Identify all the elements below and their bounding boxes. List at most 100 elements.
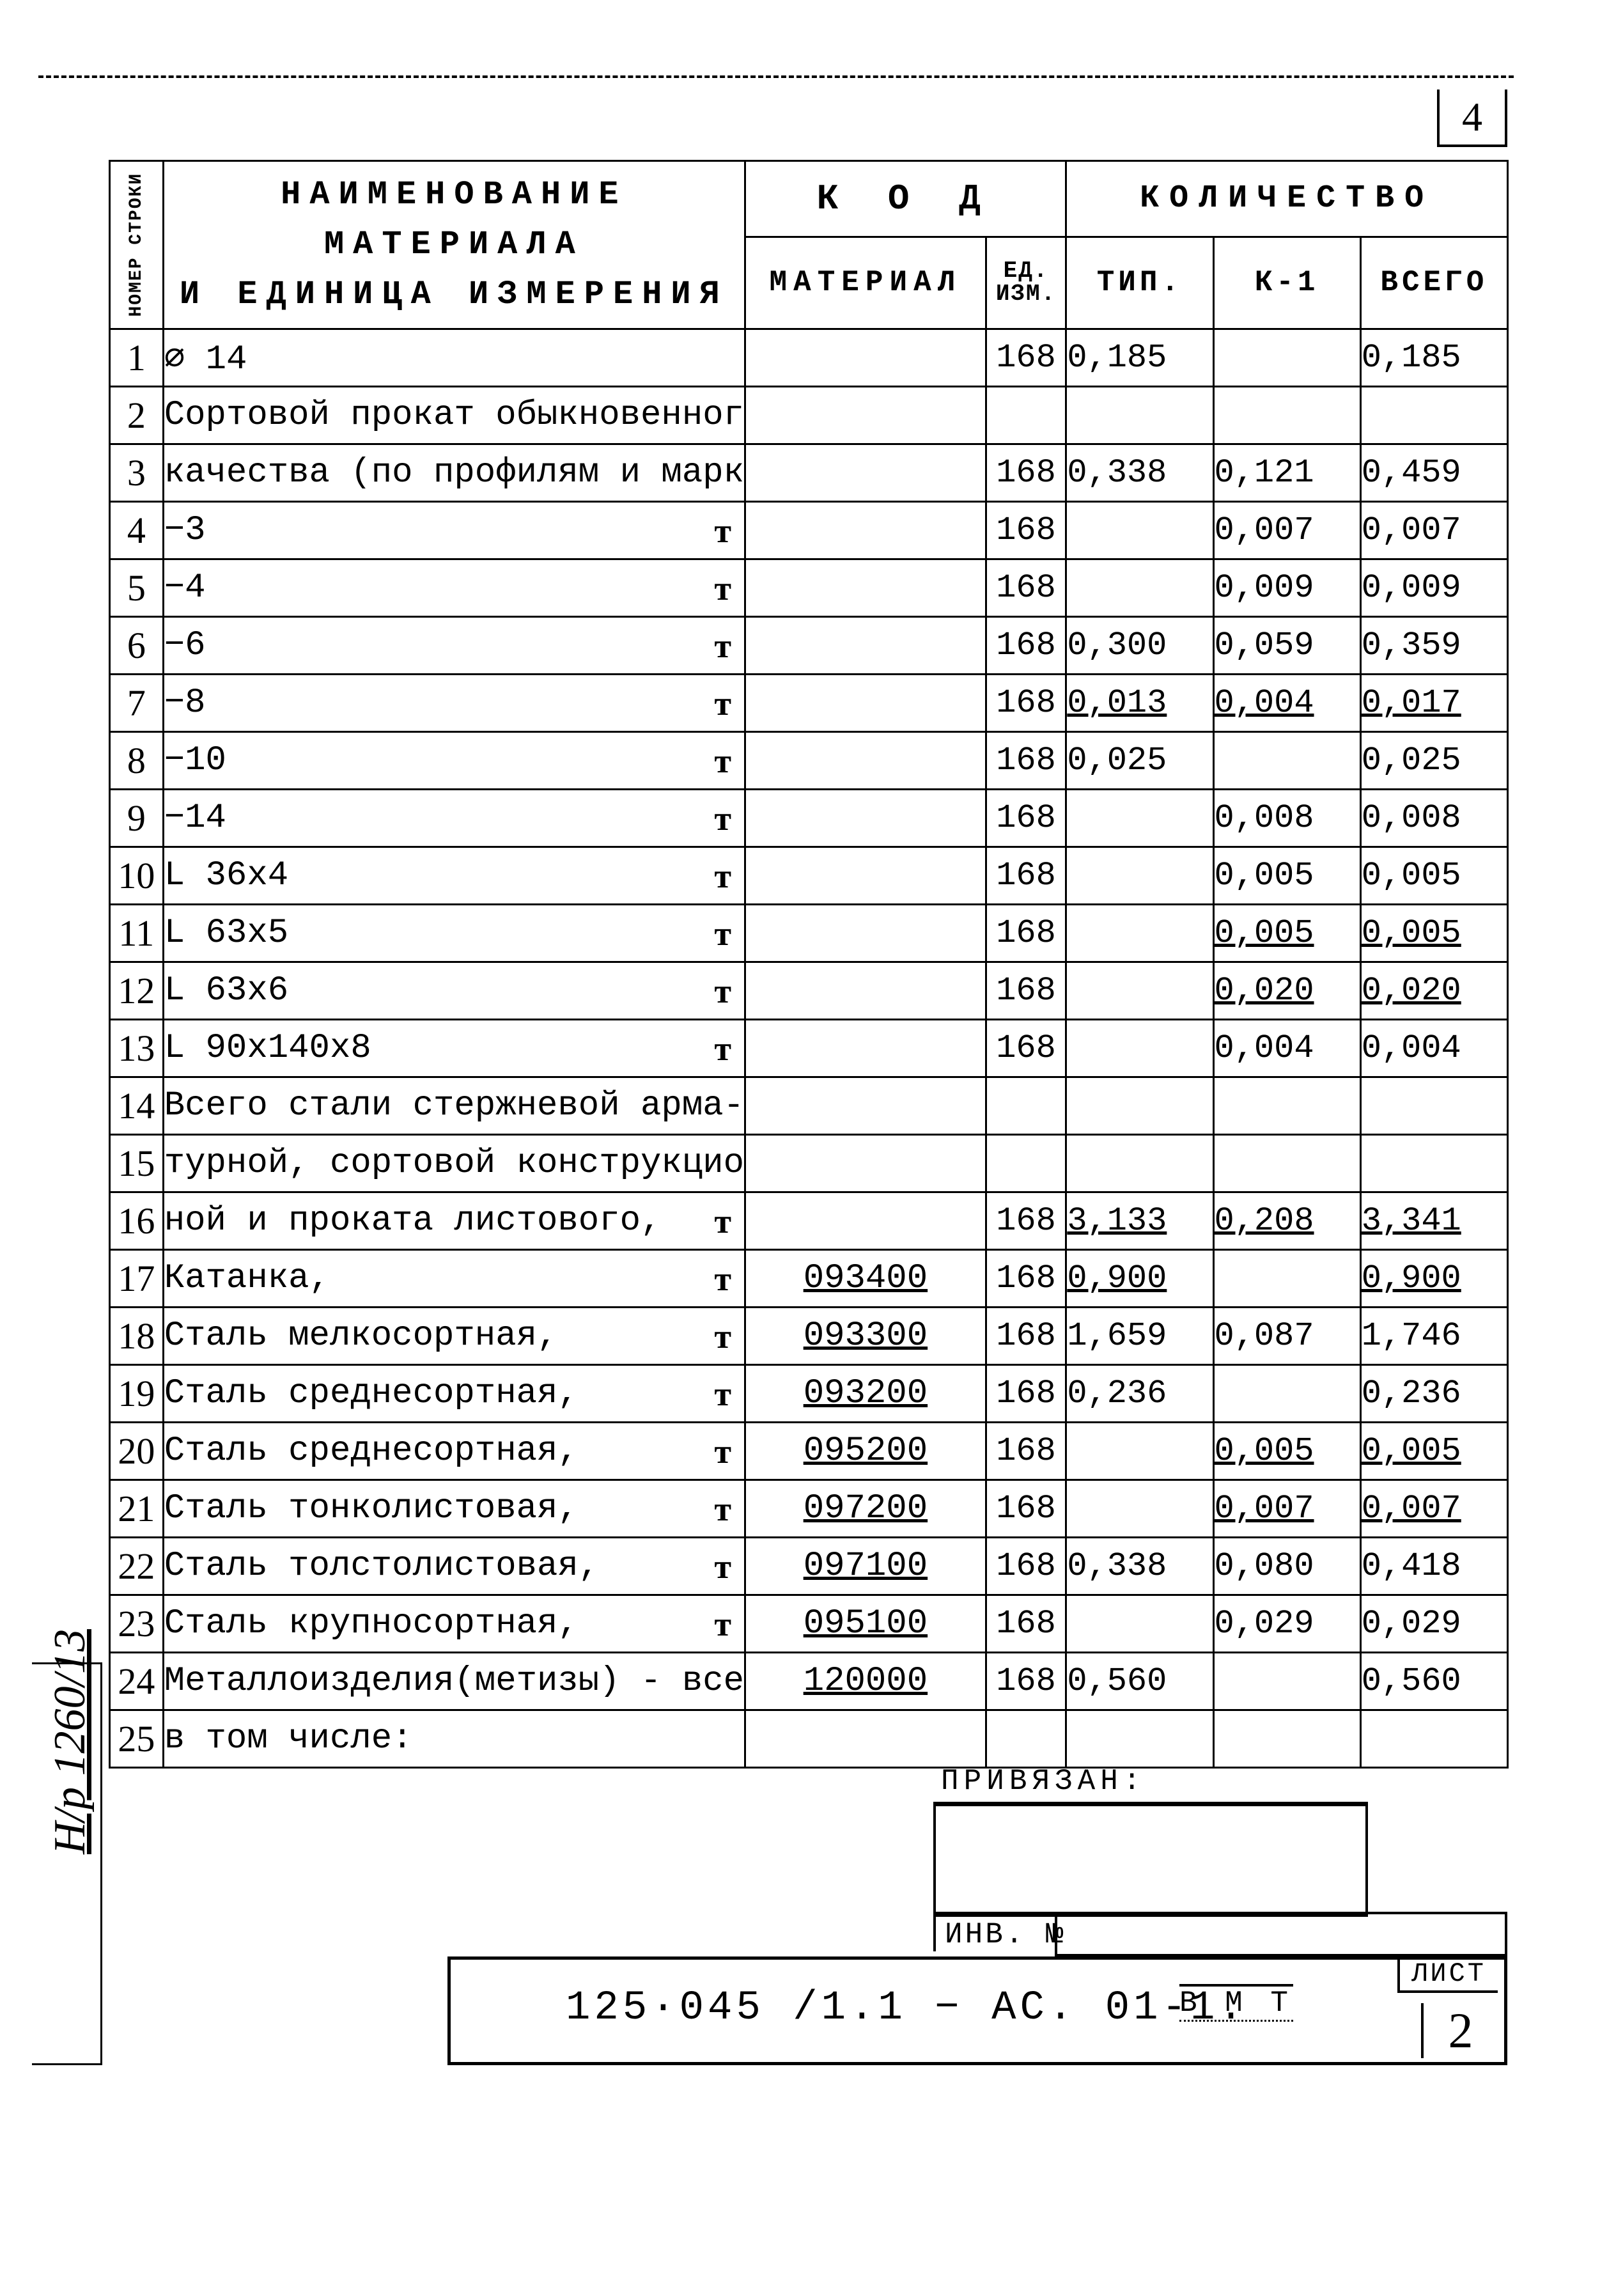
cell-k1: [1213, 1365, 1360, 1423]
cell-row-no: 20: [110, 1423, 164, 1480]
material-unit: т: [715, 1374, 745, 1414]
cell-ed-code: 168: [986, 675, 1066, 732]
cell-material-code: [745, 675, 986, 732]
cell-total: 0,004: [1360, 1020, 1507, 1077]
cell-name: Металлоизделия(метизы) - всего: [163, 1653, 745, 1710]
cell-total: 0,017: [1360, 675, 1507, 732]
material-name: качества (по профилям и маркам): [164, 453, 745, 492]
cell-total: 0,236: [1360, 1365, 1507, 1423]
cell-tip: 0,338: [1066, 1538, 1213, 1595]
drawing-number: 125·045 /1.1 − АС. 01-1.: [566, 1985, 1247, 2031]
cell-name: L 63х5т: [163, 905, 745, 962]
cell-material-code: [745, 962, 986, 1020]
cell-row-no: 13: [110, 1020, 164, 1077]
material-unit: т: [715, 1029, 745, 1068]
cell-total: 0,005: [1360, 905, 1507, 962]
material-name: Сталь толстолистовая,: [164, 1547, 600, 1586]
hdr-total: ВСЕГО: [1360, 237, 1507, 329]
cell-tip: [1066, 790, 1213, 847]
cell-ed-code: 168: [986, 790, 1066, 847]
cell-ed-code: 168: [986, 905, 1066, 962]
material-unit: т: [715, 741, 745, 781]
hdr-tip: ТИП.: [1066, 237, 1213, 329]
material-name: −10: [164, 741, 226, 780]
table-row: 7−8т1680,0130,0040,017: [110, 675, 1508, 732]
cell-total: 0,185: [1360, 329, 1507, 387]
cell-ed-code: [986, 1135, 1066, 1192]
hdr-kod: К О Д: [745, 161, 1066, 237]
cell-name: качества (по профилям и маркам): [163, 444, 745, 502]
cell-material-code: [745, 1135, 986, 1192]
cell-name: Сталь среднесортная,т: [163, 1365, 745, 1423]
cell-name: Сортовой прокат обыкновенного: [163, 387, 745, 444]
cell-ed-code: 168: [986, 1595, 1066, 1653]
table-row: 1⌀ 141680,1850,185: [110, 329, 1508, 387]
material-name: Сталь тонколистовая,: [164, 1489, 579, 1528]
table-row: 5−4т1680,0090,009: [110, 559, 1508, 617]
cell-total: 0,005: [1360, 1423, 1507, 1480]
priv-box: [933, 1802, 1368, 1917]
table-row: 22Сталь толстолистовая,т0971001680,3380,…: [110, 1538, 1508, 1595]
table-row: 11L 63х5т 168 0,0050,005: [110, 905, 1508, 962]
cell-k1: 0,020: [1213, 962, 1360, 1020]
table-row: 23Сталь крупносортная,т0951001680,0290,0…: [110, 1595, 1508, 1653]
cell-ed-code: 168: [986, 1020, 1066, 1077]
cell-name: Сталь крупносортная,т: [163, 1595, 745, 1653]
cell-ed-code: 168: [986, 617, 1066, 675]
cell-k1: [1213, 329, 1360, 387]
cell-material-code: [745, 732, 986, 790]
hdr-material: МАТЕРИАЛ: [745, 237, 986, 329]
inv-label: Инв. №: [933, 1912, 1075, 1951]
hdr-row-no: НОМЕР СТРОКИ: [110, 161, 164, 329]
table-row: 19Сталь среднесортная,т0932001680,2360,2…: [110, 1365, 1508, 1423]
material-unit: т: [715, 856, 745, 896]
material-unit: т: [715, 626, 745, 666]
cell-tip: [1066, 962, 1213, 1020]
cell-name: Сталь толстолистовая,т: [163, 1538, 745, 1595]
material-name: L 36х4: [164, 856, 288, 895]
cell-material-code: [745, 617, 986, 675]
cell-material-code: [745, 329, 986, 387]
cell-material-code: [745, 1077, 986, 1135]
cell-name: L 90х140х8т: [163, 1020, 745, 1077]
cell-row-no: 7: [110, 675, 164, 732]
cell-total: 0,029: [1360, 1595, 1507, 1653]
cell-k1: [1213, 1653, 1360, 1710]
material-name: −3: [164, 511, 206, 550]
material-name: Сталь мелкосортная,: [164, 1316, 558, 1355]
cell-name: L 36х4 т: [163, 847, 745, 905]
table-row: 25в том числе:: [110, 1710, 1508, 1768]
cell-k1: 0,080: [1213, 1538, 1360, 1595]
cell-name: Сталь мелкосортная,т: [163, 1308, 745, 1365]
cell-row-no: 25: [110, 1710, 164, 1768]
cell-material-code: 093300: [745, 1308, 986, 1365]
cell-row-no: 5: [110, 559, 164, 617]
cell-row-no: 9: [110, 790, 164, 847]
sheet-label: ЛИСТ: [1397, 1957, 1498, 1993]
cell-ed-code: 168: [986, 1308, 1066, 1365]
cell-total: [1360, 387, 1507, 444]
cell-ed-code: 168: [986, 1250, 1066, 1308]
table-row: 15турной, сортовой конструкцион-: [110, 1135, 1508, 1192]
material-name: турной, сортовой конструкцион-: [164, 1144, 745, 1183]
hdr-ed: ЕД. ИЗМ.: [986, 237, 1066, 329]
cell-material-code: [745, 905, 986, 962]
cell-tip: 0,560: [1066, 1653, 1213, 1710]
cell-k1: 0,005: [1213, 847, 1360, 905]
cell-tip: 0,025: [1066, 732, 1213, 790]
cell-row-no: 1: [110, 329, 164, 387]
cell-row-no: 11: [110, 905, 164, 962]
cell-name: Сталь тонколистовая,т: [163, 1480, 745, 1538]
cell-tip: 0,300: [1066, 617, 1213, 675]
cell-tip: 0,236: [1066, 1365, 1213, 1423]
cell-k1: 0,005: [1213, 905, 1360, 962]
table-header: НОМЕР СТРОКИ НАИМЕНОВАНИЕ МАТЕРИАЛА И ЕД…: [110, 161, 1508, 329]
table-row: 4−3т1680,0070,007: [110, 502, 1508, 559]
material-unit: т: [715, 511, 745, 551]
cell-ed-code: [986, 387, 1066, 444]
cell-total: 0,359: [1360, 617, 1507, 675]
cell-ed-code: 168: [986, 502, 1066, 559]
cell-name: −10 т: [163, 732, 745, 790]
cell-k1: 0,007: [1213, 502, 1360, 559]
cell-material-code: [745, 502, 986, 559]
